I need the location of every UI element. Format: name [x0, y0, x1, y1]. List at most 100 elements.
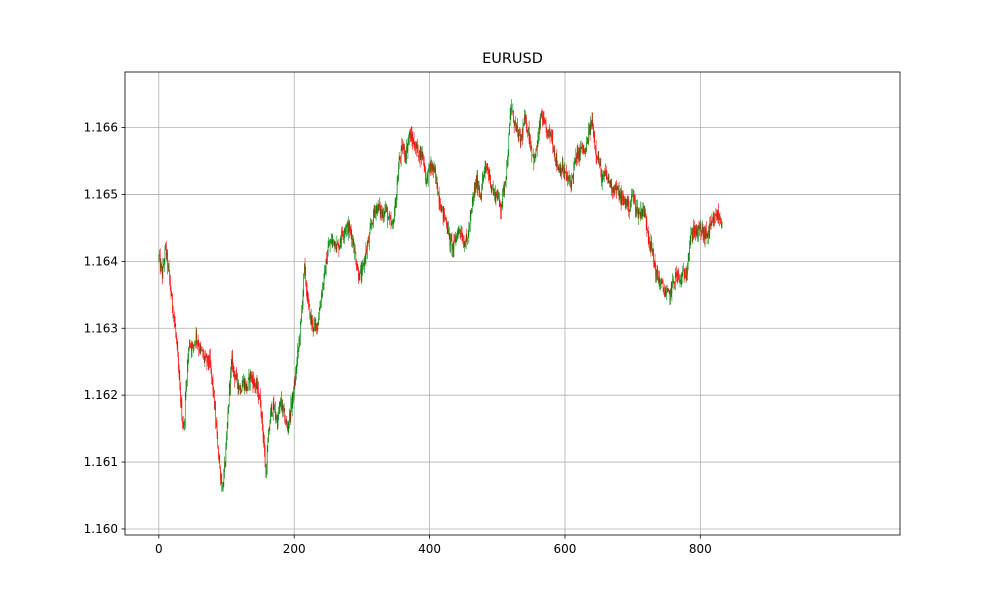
candle-body [665, 292, 667, 294]
candle-body [352, 237, 353, 241]
candle-body [249, 371, 251, 384]
candle-body [675, 272, 677, 275]
candle-body [505, 181, 506, 184]
candle-body [664, 291, 665, 297]
x-tick-label: 200 [283, 542, 306, 556]
candle-body [268, 429, 269, 443]
candle-body [698, 225, 700, 229]
candle-body [179, 378, 181, 387]
candle-body [280, 398, 281, 403]
candle-body [370, 225, 371, 228]
candle-body [398, 168, 399, 180]
candle-body [672, 278, 673, 283]
candle-body [405, 155, 407, 160]
candle-body [600, 164, 602, 170]
candle-body [583, 149, 585, 152]
candle-body [416, 143, 417, 149]
candle-body [266, 451, 268, 472]
candle-body [301, 309, 302, 319]
candle-body [250, 371, 252, 379]
candle-body [562, 163, 564, 173]
candle-body [610, 181, 611, 188]
candle-body [718, 211, 719, 220]
candle-body [307, 296, 309, 300]
candle-body [166, 252, 168, 256]
candle-body [323, 274, 325, 286]
candle-body [715, 214, 717, 215]
candle-body [579, 148, 581, 154]
candle-body [561, 163, 563, 171]
candle-body [293, 383, 295, 398]
candle-body [595, 146, 596, 148]
candle-body [220, 478, 222, 480]
candle-body [442, 206, 443, 208]
candle-body [614, 184, 616, 193]
candle-body [677, 273, 678, 277]
candle-body [518, 132, 520, 141]
candle-body [180, 402, 182, 403]
candle-body [366, 249, 367, 252]
candle-body [232, 355, 233, 370]
candle-body [520, 139, 522, 142]
candle-body [214, 407, 216, 409]
candle-body [478, 187, 479, 190]
candle-body [204, 357, 206, 360]
candle-body [702, 227, 703, 231]
candle-body [360, 269, 362, 278]
candle-body [315, 323, 317, 325]
candle-body [341, 230, 342, 241]
candle-body [552, 137, 554, 148]
candle-body [459, 230, 461, 232]
candle-body [287, 427, 289, 430]
candle-body [697, 228, 698, 238]
candle-body [507, 163, 508, 166]
candle-body [637, 207, 638, 208]
candle-body [523, 125, 524, 127]
candle-body [335, 241, 336, 249]
candle-body [438, 192, 439, 195]
candle-body [403, 146, 405, 149]
y-tick-label: 1.161 [84, 455, 118, 469]
candle-body [568, 177, 569, 179]
candle-body [402, 144, 403, 151]
candle-body [574, 160, 575, 167]
candle-body [642, 209, 644, 210]
candle-body [448, 229, 450, 234]
candle-body [173, 315, 174, 317]
candle-body [381, 213, 383, 215]
candle-body [222, 487, 223, 489]
candle-body [500, 205, 501, 213]
candle-body [369, 227, 371, 235]
candle-body [687, 264, 688, 274]
candle-body [267, 442, 269, 452]
candle-body [287, 424, 288, 430]
candle-body [536, 146, 538, 151]
candle-body [208, 355, 209, 364]
candle-body [195, 332, 197, 343]
candle-body [212, 377, 213, 381]
candle-body [344, 229, 346, 233]
candle-body [199, 348, 200, 352]
candle-body [685, 275, 686, 278]
candle-body [710, 223, 711, 226]
candle-body [351, 233, 352, 241]
candle-body [542, 116, 543, 125]
candle-body [633, 196, 635, 198]
candle-body [681, 273, 683, 284]
candle-body [171, 294, 172, 297]
candle-body [189, 345, 191, 346]
candle-body [356, 267, 358, 269]
candle-body [486, 166, 487, 169]
candle-body [440, 209, 442, 213]
candle-body [376, 206, 378, 209]
candle-body [618, 188, 619, 190]
candle-body [473, 194, 474, 198]
candle-body [336, 242, 338, 249]
candle-body [520, 132, 521, 142]
candle-body [563, 172, 564, 174]
candle-body [653, 249, 654, 261]
candle-body [641, 209, 643, 217]
candle-body [451, 239, 453, 250]
candle-body [419, 151, 420, 159]
candle-body [256, 381, 257, 386]
